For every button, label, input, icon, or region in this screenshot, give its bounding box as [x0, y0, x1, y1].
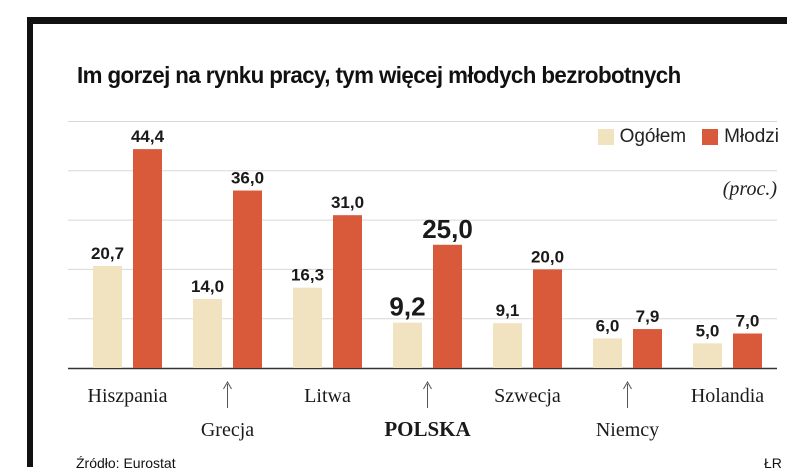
pointer-arrow-icon	[223, 380, 232, 390]
bar-mlodzi	[733, 333, 762, 368]
legend-swatch-mlodzi	[702, 129, 719, 145]
data-label: 16,3	[291, 266, 324, 285]
x-tick-label: Grecja	[201, 419, 254, 441]
legend-item-mlodzi: Młodzi	[702, 126, 779, 148]
frame-top-bar	[27, 17, 787, 24]
data-label: 6,0	[596, 316, 620, 335]
x-tick-label: Litwa	[304, 385, 351, 407]
source-note: Źródło: Eurostat	[76, 455, 176, 471]
data-label: 20,0	[531, 247, 564, 266]
bar-mlodzi	[533, 269, 562, 368]
bar-ogolem	[293, 287, 322, 368]
data-label: 20,7	[91, 244, 124, 263]
x-tick-label: POLSKA	[384, 417, 471, 441]
bar-mlodzi	[633, 329, 662, 368]
legend-swatch-ogolem	[597, 129, 614, 145]
bar-ogolem	[93, 265, 122, 368]
bar-mlodzi	[333, 215, 362, 368]
x-tick-label: Szwecja	[494, 385, 561, 407]
data-label: 36,0	[231, 169, 264, 188]
pointer-arrow-icon	[623, 380, 632, 390]
pointer-arrow-icon	[423, 380, 432, 390]
data-label: 5,0	[696, 321, 720, 340]
bar-ogolem	[693, 343, 722, 368]
bar-ogolem	[593, 338, 622, 368]
data-label: 44,4	[131, 127, 165, 146]
bar-mlodzi	[233, 190, 262, 368]
author-credit: ŁR	[764, 455, 782, 471]
bar-ogolem	[493, 323, 522, 368]
data-label: 31,0	[331, 193, 364, 212]
legend: Ogółem Młodzi	[582, 126, 779, 148]
unit-label: (proc.)	[722, 178, 777, 200]
data-label: 9,1	[496, 301, 520, 320]
bar-mlodzi	[133, 149, 162, 368]
legend-item-ogolem: Ogółem	[597, 126, 687, 148]
bar-ogolem	[193, 298, 222, 368]
legend-label-ogolem: Ogółem	[619, 126, 687, 147]
data-label: 7,9	[636, 307, 660, 326]
bar-ogolem	[393, 322, 422, 368]
x-tick-label: Holandia	[691, 385, 764, 407]
data-label: 9,2	[389, 292, 425, 322]
data-label: 7,0	[736, 311, 760, 330]
data-label: 25,0	[422, 214, 473, 244]
data-label: 14,0	[191, 277, 224, 296]
chart-title: Im gorzej na rynku pracy, tym więcej mło…	[77, 62, 681, 88]
frame-left-bar	[27, 17, 33, 467]
x-tick-label: Hiszpania	[88, 385, 168, 407]
legend-label-mlodzi: Młodzi	[724, 126, 779, 147]
bar-mlodzi	[433, 244, 462, 368]
x-tick-label: Niemcy	[596, 419, 659, 441]
